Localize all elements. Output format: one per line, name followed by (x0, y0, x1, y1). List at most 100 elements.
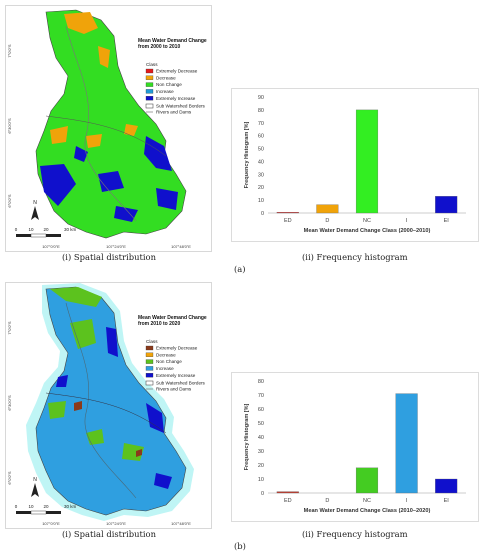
y-tick-label: 10 (258, 477, 264, 483)
legend-item-label: Extremely Decrease (156, 346, 198, 351)
legend-swatch (145, 96, 154, 101)
x-tick-label: I (406, 218, 408, 224)
lat-tick: 6°0'0"S (7, 471, 12, 484)
lon-tick: 107°0'0"E (42, 521, 60, 526)
extreme-increase-patch (74, 146, 88, 162)
bar-ed (276, 491, 299, 494)
bar-i (395, 393, 418, 494)
river-line (65, 25, 137, 222)
extreme-increase-patch (156, 188, 178, 210)
non-change-patch (122, 443, 144, 461)
lon-tick: 107°24'0"E (106, 244, 126, 249)
extreme-decrease-patch (74, 401, 82, 411)
y-tick-label: 20 (258, 463, 264, 469)
legend-rivers: Rivers and Dams (156, 110, 192, 115)
scale-tick: 20 (43, 504, 49, 509)
legend-item-label: Increase (156, 366, 174, 371)
map-panel-b: N 0 10 20 30 km 107°0'0"E 107°24'0"E 107… (5, 282, 212, 529)
y-tick-label: 0 (261, 491, 264, 497)
y-axis-label: Frequency Histogram [%] (244, 122, 250, 189)
caption-map-a: (i) Spatial distribution (62, 252, 156, 262)
y-tick-label: 40 (258, 435, 264, 441)
legend-swatch (145, 82, 154, 87)
bar-d (316, 204, 339, 214)
y-tick-label: 30 (258, 172, 264, 178)
legend-borders: Sub Watershed Borders (156, 104, 206, 109)
lon-tick: 107°48'0"E (171, 521, 191, 526)
histogram-panel-a: 0 10 20 30 40 50 60 70 80 90 Frequency Histogram [… (231, 88, 479, 242)
legend-title: Mean Water Demand Change from 2010 to 20… (138, 315, 207, 327)
x-tick-label: D (325, 218, 329, 224)
map-a-svg: N 0 10 20 30 km 107°0'0"E 107°24'0"E 107… (7, 9, 207, 249)
legend-class-header: Class (146, 62, 158, 67)
bar-ei (435, 196, 458, 214)
river-line (65, 302, 137, 499)
y-tick-label: 30 (258, 449, 264, 455)
non-change-patch (48, 401, 66, 419)
legend-item-label: Decrease (156, 352, 176, 357)
histogram-panel-b: 0 10 20 30 40 50 60 70 80 Frequency Histogram [%]… (231, 372, 479, 522)
legend-swatch (145, 359, 154, 364)
non-change-patch (70, 319, 96, 349)
decrease-patch (50, 126, 68, 144)
map-legend-a: Mean Water Demand Change from 2000 to 20… (138, 38, 207, 115)
bar-ei (435, 478, 458, 494)
figure-label-b: (b) (234, 541, 246, 551)
decrease-patch (124, 124, 138, 136)
legend-swatch (145, 366, 154, 371)
y-tick-label: 60 (258, 134, 264, 140)
y-tick-label: 20 (258, 185, 264, 191)
north-arrow-icon (31, 483, 39, 497)
legend-rivers: Rivers and Dams (156, 387, 192, 392)
lat-tick: 6°30'0"S (7, 395, 12, 411)
x-axis-label: Mean Water Demand Change Class (2000–201… (304, 228, 431, 234)
extreme-increase-patch (40, 164, 76, 206)
y-tick-label: 60 (258, 407, 264, 413)
scale-bar (16, 510, 61, 515)
decrease-patch (64, 12, 98, 34)
bar-nc (355, 467, 379, 494)
caption-hist-b: (ii) Frequency histogram (302, 529, 408, 539)
legend-item-label: Non Change (156, 82, 182, 87)
legend-swatch (145, 75, 154, 80)
non-change-patch (50, 287, 102, 307)
legend-title: Mean Water Demand Change from 2000 to 20… (138, 38, 207, 50)
legend-item-label: Extremely Increase (156, 96, 196, 101)
sub-watershed-border (45, 392, 167, 434)
map-legend-b: Mean Water Demand Change from 2010 to 20… (138, 315, 207, 392)
x-tick-label: NC (363, 498, 371, 504)
extreme-decrease-patch (136, 449, 142, 457)
y-tick-label: 80 (258, 108, 264, 114)
non-change-patch (86, 429, 104, 445)
extreme-increase-patch (106, 327, 118, 357)
y-tick-label: 70 (258, 121, 264, 127)
bar-nc (355, 109, 379, 214)
decrease-patch (86, 134, 102, 148)
figure-label-a: (a) (234, 264, 246, 274)
lon-tick: 107°0'0"E (42, 244, 60, 249)
sub-watershed-border (45, 115, 167, 157)
y-tick-label: 70 (258, 393, 264, 399)
extreme-increase-patch (144, 136, 172, 171)
histogram-b-svg: 0 10 20 30 40 50 60 70 80 Frequency Histogram [%]… (244, 379, 466, 514)
scale-tick: 30 km (64, 504, 77, 509)
legend-swatch (145, 68, 154, 74)
extreme-increase-patch (114, 206, 138, 222)
north-label: N (33, 477, 37, 483)
legend-swatch (145, 89, 154, 94)
scale-tick: 10 (28, 504, 34, 509)
legend-item-label: Non Change (156, 359, 182, 364)
y-tick-label: 0 (261, 211, 264, 217)
x-axis-label: Mean Water Demand Change Class (2010–202… (304, 508, 431, 514)
map-panel-a: N 0 10 20 30 km 107°0'0"E 107°24'0"E 107… (5, 5, 212, 252)
bar-ed (276, 212, 299, 214)
histogram-a-svg: 0 10 20 30 40 50 60 70 80 90 Frequency Histogram [… (244, 95, 466, 234)
x-tick-label: NC (363, 218, 371, 224)
north-arrow-icon (31, 206, 39, 220)
scale-bar (16, 233, 61, 238)
legend-swatch (145, 352, 154, 357)
lat-tick: 7°0'0"S (7, 321, 12, 334)
y-tick-label: 50 (258, 147, 264, 153)
legend-item-label: Extremely Decrease (156, 69, 198, 74)
scale-tick: 30 km (64, 227, 77, 232)
